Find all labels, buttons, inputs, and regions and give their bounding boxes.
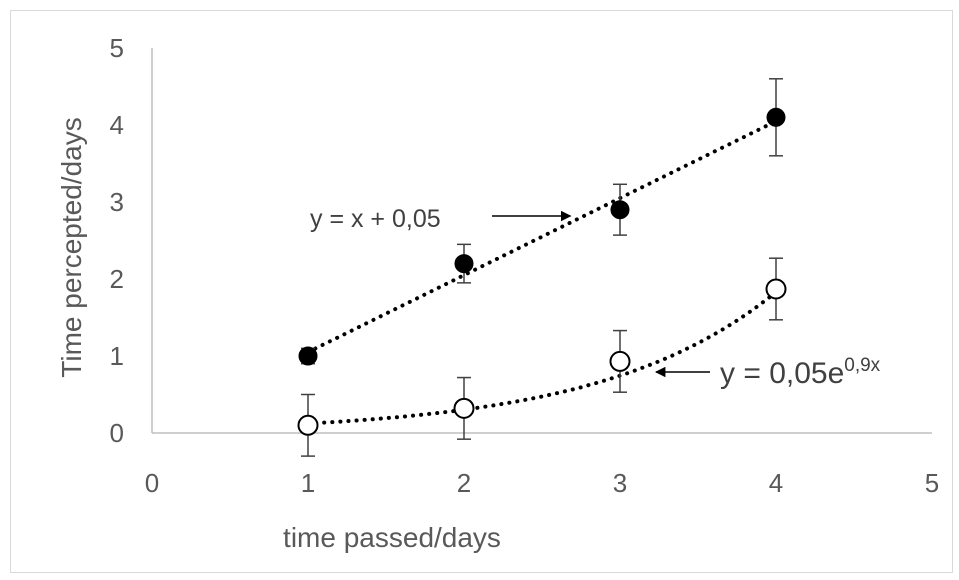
x-tick-label: 1 xyxy=(301,468,315,498)
y-tick-label: 2 xyxy=(110,264,124,294)
x-tick-label: 0 xyxy=(145,468,159,498)
linear-equation-label: y = x + 0,05 xyxy=(310,205,441,233)
x-tick-label: 3 xyxy=(613,468,627,498)
filled-point xyxy=(298,346,318,366)
data-points xyxy=(297,107,787,436)
x-tick-label: 5 xyxy=(925,468,939,498)
open-point xyxy=(297,414,319,436)
chart-border xyxy=(10,10,953,573)
exponential-equation-exponent: 0,9x xyxy=(844,355,880,376)
annotations: y = x + 0,05 y = 0,05e0,9x xyxy=(310,205,881,390)
exponential-equation-base: y = 0,05e xyxy=(720,357,844,390)
y-tick-label: 0 xyxy=(110,418,124,448)
y-tick-label: 4 xyxy=(110,110,124,140)
open-point xyxy=(453,397,475,419)
y-tick-label: 3 xyxy=(110,187,124,217)
exponential-equation-label: y = 0,05e0,9x xyxy=(720,355,881,390)
axes: 0 1 2 3 4 5 0 1 2 3 4 5 time passed/days Time percept… xyxy=(56,33,939,553)
linear-trendline xyxy=(306,119,778,355)
x-axis-title: time passed/days xyxy=(283,522,501,553)
y-tick-label: 5 xyxy=(110,33,124,63)
filled-point xyxy=(454,254,474,274)
exponential-trendline xyxy=(306,290,778,426)
open-point xyxy=(609,350,631,372)
y-tick-label: 1 xyxy=(110,341,124,371)
filled-point xyxy=(766,107,786,127)
filled-point xyxy=(610,200,630,220)
error-bars xyxy=(301,78,783,457)
x-tick-label: 2 xyxy=(457,468,471,498)
x-tick-label: 4 xyxy=(769,468,783,498)
y-axis-title: Time percepted/days xyxy=(56,117,87,377)
open-point xyxy=(765,278,787,300)
trendlines xyxy=(306,119,778,426)
